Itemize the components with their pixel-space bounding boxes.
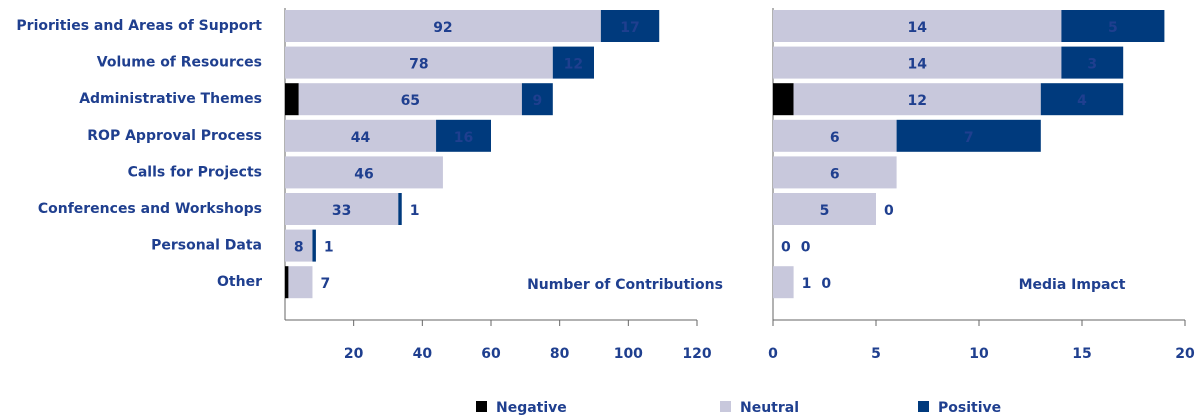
- data-label: 3: [1087, 57, 1097, 73]
- data-label: 6: [830, 166, 840, 182]
- data-label: 0: [884, 203, 894, 219]
- legend-swatch: [918, 401, 929, 412]
- x-tick-label: 80: [550, 346, 570, 362]
- bar-segment: [285, 193, 399, 225]
- bar-segment: [398, 193, 402, 225]
- data-label: 6: [830, 130, 840, 146]
- data-label: 46: [354, 166, 373, 182]
- data-label: 1: [410, 203, 420, 219]
- x-tick-label: 40: [413, 346, 433, 362]
- legend-label: Neutral: [740, 400, 799, 416]
- data-label: 33: [332, 203, 351, 219]
- bar-segment: [312, 229, 316, 262]
- bar-segment: [896, 119, 1041, 152]
- bar-segment: [436, 119, 491, 152]
- data-label: 0: [801, 240, 811, 256]
- category-label: Priorities and Areas of Support: [16, 18, 262, 34]
- category-label: Conferences and Workshops: [38, 201, 262, 217]
- data-label: 4: [1077, 93, 1087, 109]
- data-label: 7: [964, 130, 974, 146]
- x-tick-label: 60: [481, 346, 501, 362]
- bar-segment: [773, 83, 794, 116]
- data-label: 5: [1108, 20, 1118, 36]
- bar-segment: [521, 83, 553, 116]
- bar-segment: [773, 10, 1062, 42]
- panel-title: Number of Contributions: [527, 277, 723, 293]
- bar-segment: [552, 46, 594, 79]
- bar-segment: [773, 193, 876, 225]
- bar-segment: [1061, 10, 1165, 42]
- x-tick-label: 20: [344, 346, 364, 362]
- category-label: ROP Approval Process: [87, 128, 262, 144]
- data-label: 16: [454, 130, 473, 146]
- bar-segment: [285, 119, 437, 152]
- bar-segment: [773, 156, 897, 189]
- x-tick-label: 100: [614, 346, 643, 362]
- legend-label: Negative: [496, 400, 567, 416]
- bar-segment: [285, 83, 299, 116]
- bar-segment: [285, 229, 313, 262]
- data-label: 65: [401, 93, 420, 109]
- category-label: Administrative Themes: [79, 91, 262, 107]
- data-label: 1: [324, 240, 334, 256]
- category-label: Calls for Projects: [128, 164, 262, 180]
- bar-segment: [773, 46, 1062, 79]
- bar-segment: [773, 119, 897, 152]
- bar-segment: [773, 266, 794, 299]
- bar-segment: [288, 266, 313, 299]
- bar-segment: [285, 46, 553, 79]
- data-label: 78: [409, 57, 428, 73]
- data-label: 44: [351, 130, 371, 146]
- data-label: 9: [532, 93, 542, 109]
- data-label: 8: [294, 240, 304, 256]
- x-tick-label: 20: [1175, 346, 1195, 362]
- x-tick-label: 10: [969, 346, 989, 362]
- bar-segment: [793, 83, 1041, 116]
- data-label: 17: [620, 20, 639, 36]
- bar-segment: [298, 83, 522, 116]
- bar-segment: [285, 10, 601, 42]
- legend-swatch: [476, 401, 487, 412]
- data-label: 0: [781, 240, 791, 256]
- legend-swatch: [720, 401, 731, 412]
- data-label: 5: [820, 203, 830, 219]
- x-tick-label: 15: [1072, 346, 1091, 362]
- bar-segment: [285, 156, 443, 189]
- data-label: 14: [907, 57, 927, 73]
- data-label: 7: [320, 276, 330, 292]
- data-label: 12: [564, 57, 583, 73]
- x-tick-label: 120: [682, 346, 711, 362]
- legend-label: Positive: [938, 400, 1001, 416]
- bar-segment: [600, 10, 660, 42]
- bar-segment: [1040, 83, 1124, 116]
- bar-segment: [1061, 46, 1124, 79]
- x-tick-label: 5: [871, 346, 881, 362]
- x-tick-label: 0: [768, 346, 778, 362]
- data-label: 12: [907, 93, 926, 109]
- bar-segment: [285, 266, 289, 299]
- category-label: Volume of Resources: [97, 55, 262, 71]
- category-label: Personal Data: [151, 238, 262, 254]
- panel-title: Media Impact: [1019, 277, 1126, 293]
- data-label: 92: [433, 20, 452, 36]
- data-label: 14: [907, 20, 927, 36]
- data-label: 0: [821, 276, 831, 292]
- data-label: 1: [802, 276, 812, 292]
- category-label: Other: [217, 274, 262, 290]
